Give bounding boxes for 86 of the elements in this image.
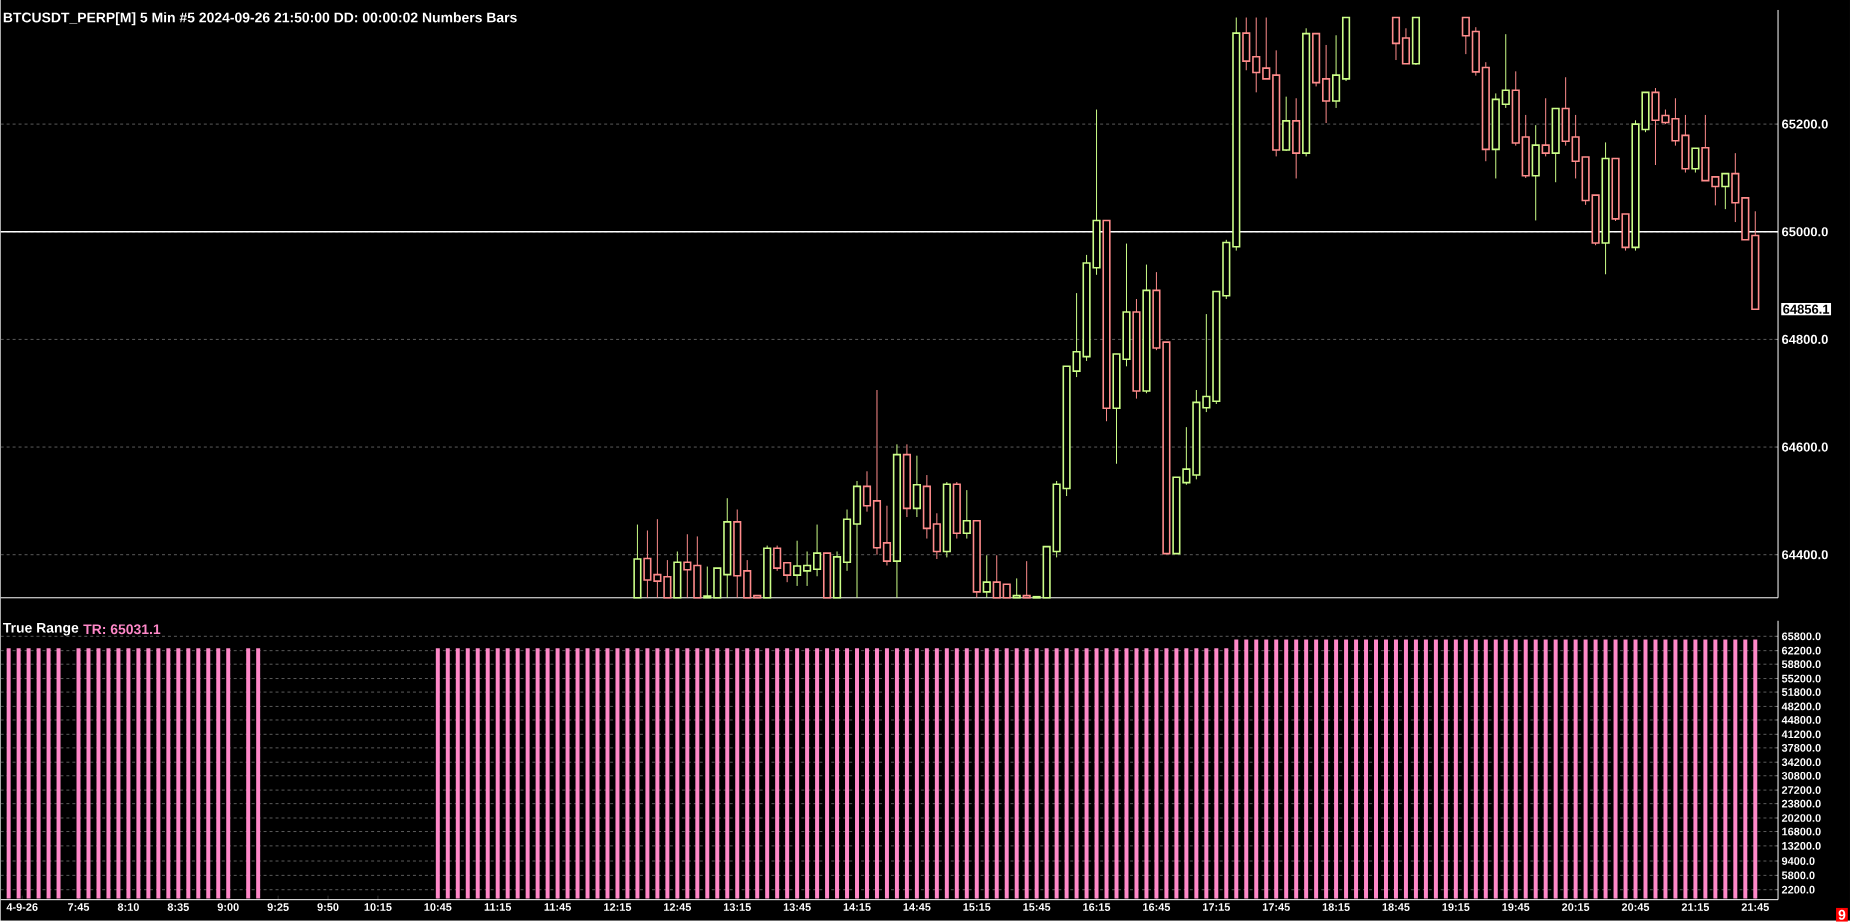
- y-tick-label: 23800.0: [1781, 799, 1821, 808]
- x-tick-label: 19:15: [1442, 903, 1470, 912]
- y-tick-label: 20200.0: [1781, 814, 1821, 822]
- candlestick: [862, 470, 872, 513]
- x-tick-label: 13:45: [783, 903, 811, 912]
- candlestick: [1721, 172, 1730, 210]
- annotation: 64856.1: [1783, 304, 1830, 314]
- y-tick-label: 30800.0: [1781, 772, 1821, 780]
- candlestick: [813, 524, 822, 577]
- chart-title: True Range: [3, 623, 79, 636]
- x-tick-label: 12:45: [664, 903, 692, 912]
- candlestick: [1202, 313, 1211, 413]
- candlestick: [793, 540, 802, 587]
- y-tick-label: 9400.0: [1781, 857, 1815, 866]
- y-tick-label: 5800.0: [1781, 871, 1815, 880]
- y-tick-label: 62200.0: [1781, 646, 1821, 655]
- x-tick-label: 21:15: [1681, 903, 1710, 912]
- candlestick: [962, 489, 971, 540]
- candlestick: [1461, 16, 1470, 55]
- x-tick-label: 20:45: [1621, 903, 1650, 912]
- candlestick: [803, 551, 812, 587]
- y-tick-label: 48200.0: [1781, 702, 1821, 711]
- candlestick: [992, 554, 1001, 599]
- y-tick-label: 64600.0: [1782, 442, 1828, 452]
- candlestick: [773, 545, 782, 572]
- candlestick: [1322, 44, 1331, 124]
- y-tick-label: 64800.0: [1782, 334, 1828, 345]
- x-tick-label: 18:15: [1322, 903, 1350, 912]
- x-tick-label: 9:50: [317, 903, 339, 912]
- candlestick: [1501, 33, 1510, 109]
- candlestick: [1541, 97, 1550, 158]
- x-tick-label: 19:45: [1502, 903, 1530, 912]
- y-tick-label: 65000.0: [1782, 227, 1828, 237]
- x-tick-label: 8:10: [117, 903, 139, 912]
- candlestick: [683, 533, 692, 599]
- x-tick-label: 13:15: [723, 903, 751, 912]
- chart-title: BTCUSDT_PERP[M] 5 Min #5 2024-09-26 21:50:00 DD: 00:00:02 Numbers Bars: [3, 12, 517, 26]
- x-tick-label: 10:15: [364, 903, 392, 912]
- x-tick-label: 14:15: [843, 903, 871, 911]
- y-tick-label: 2200.0: [1781, 885, 1815, 894]
- x-tick-label: 8:35: [167, 903, 189, 912]
- x-tick-label: 17:15: [1203, 903, 1231, 911]
- x-tick-label: 17:45: [1262, 903, 1290, 911]
- y-tick-label: 51800.0: [1781, 688, 1821, 697]
- candlestick: [783, 562, 792, 583]
- candlestick: [1012, 578, 1021, 599]
- y-tick-label: 13200.0: [1782, 842, 1821, 850]
- candlestick: [703, 566, 712, 599]
- y-tick-label: 64400.0: [1782, 550, 1828, 560]
- candlestick: [1262, 17, 1271, 80]
- candlestick: [882, 505, 892, 567]
- x-tick-label: 20:15: [1561, 903, 1590, 912]
- x-tick-label: 10:45: [424, 903, 452, 912]
- y-tick-label: 65800.0: [1781, 632, 1821, 641]
- candlestick: [982, 554, 991, 599]
- candlestick: [1182, 426, 1191, 486]
- annotation: TR: 65031.1: [83, 624, 161, 635]
- x-tick-label: 15:45: [1023, 903, 1051, 911]
- x-tick-label: 21:45: [1741, 903, 1769, 912]
- x-tick-label: 9:25: [267, 903, 289, 912]
- candlestick: [663, 559, 672, 599]
- candlestick: [1711, 176, 1720, 206]
- x-tick-label: 15:15: [963, 903, 991, 911]
- x-tick-label: 11:15: [484, 903, 512, 911]
- x-tick-label: 18:45: [1382, 903, 1410, 912]
- x-tick-label: 16:15: [1083, 903, 1111, 912]
- y-tick-label: 41200.0: [1781, 730, 1821, 739]
- x-tick-label: 4-9-26: [6, 903, 38, 912]
- x-tick-label: 16:45: [1143, 903, 1171, 912]
- y-tick-label: 34200.0: [1781, 758, 1821, 767]
- candlestick: [1022, 560, 1031, 599]
- candlestick: [912, 455, 921, 518]
- y-tick-label: 65200.0: [1782, 119, 1828, 129]
- y-tick-label: 27200.0: [1781, 786, 1821, 795]
- y-tick-label: 37800.0: [1781, 744, 1821, 752]
- text: 9: [1838, 909, 1846, 920]
- y-tick-label: 55200.0: [1781, 674, 1821, 683]
- x-tick-label: 11:45: [544, 903, 571, 911]
- x-tick-label: 12:15: [604, 903, 632, 912]
- x-tick-label: 14:45: [903, 903, 931, 911]
- x-tick-label: 7:45: [68, 903, 90, 911]
- y-tick-label: 44800.0: [1781, 716, 1821, 724]
- y-tick-label: 58800.0: [1781, 660, 1821, 669]
- y-tick-label: 16800.0: [1782, 827, 1821, 836]
- candlestick: [1252, 17, 1261, 93]
- x-tick-label: 9:00: [217, 903, 239, 912]
